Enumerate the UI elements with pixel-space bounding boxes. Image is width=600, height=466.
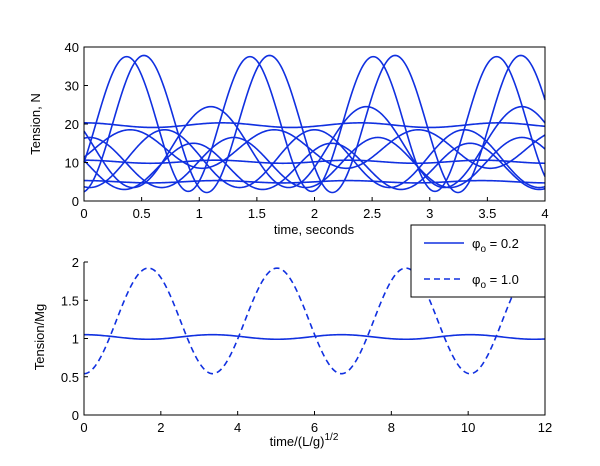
top-y-tick-label: 20 — [65, 117, 79, 132]
top-y-tick-label: 0 — [72, 194, 79, 209]
top-x-tick-label: 4 — [541, 206, 548, 221]
top-y-tick-label: 40 — [65, 40, 79, 55]
top-series-line-10 — [83, 142, 546, 191]
top-x-tick-label: 2 — [311, 206, 318, 221]
top-series-line-2 — [83, 179, 546, 184]
bottom-x-tick-label: 10 — [461, 420, 475, 435]
bottom-y-tick-label: 1.5 — [61, 293, 79, 308]
top-y-tick-label: 10 — [65, 156, 79, 171]
bottom-y-axis-label: Tension/Mg — [32, 304, 47, 370]
bottom-chart: 0 2 4 6 8 10 12 0 0.5 1 1.5 2 time/(L/g)1/2 Tension… — [32, 224, 552, 449]
top-series-group — [83, 54, 546, 194]
legend-box — [410, 224, 546, 298]
top-series-line-6 — [83, 105, 546, 189]
top-x-axis-label: time, seconds — [274, 222, 355, 237]
bottom-x-tick-label: 2 — [157, 420, 164, 435]
top-x-tick-label: 3 — [426, 206, 433, 221]
bottom-y-tick-label: 0.5 — [61, 370, 79, 385]
bottom-x-tick-label: 0 — [80, 420, 87, 435]
top-x-tick-label: 2.5 — [363, 206, 381, 221]
top-y-tick-label: 30 — [65, 79, 79, 94]
bottom-y-tick-label: 1 — [72, 332, 79, 347]
bottom-x-tick-label: 8 — [388, 420, 395, 435]
top-x-tick-label: 0 — [80, 206, 87, 221]
top-y-axis-label: Tension, N — [28, 93, 43, 154]
top-series-line-4 — [83, 128, 546, 170]
top-series-line-8 — [83, 54, 546, 194]
bottom-x-tick-label: 4 — [234, 420, 241, 435]
bottom-series-group — [83, 267, 546, 375]
bottom-series-line-2 — [83, 267, 546, 375]
bottom-x-axis-label: time/(L/g)1/2 — [270, 432, 339, 449]
bottom-y-tick-label: 0 — [72, 408, 79, 423]
legend-entry-solid: φo = 0.2 — [472, 236, 519, 255]
top-series-line-1 — [84, 159, 546, 165]
bottom-x-tick-label: 12 — [538, 420, 552, 435]
bottom-x-tick-label: 6 — [311, 420, 318, 435]
legend: φo = 0.2 φo = 1.0 — [410, 224, 546, 298]
top-x-tick-label: 1 — [196, 206, 203, 221]
top-x-tick-label: 1.5 — [248, 206, 266, 221]
bottom-y-tick-label: 2 — [72, 255, 79, 270]
top-x-tick-label: 0.5 — [133, 206, 151, 221]
top-series-line-7 — [83, 55, 546, 193]
bottom-ticks: 0 2 4 6 8 10 12 0 0.5 1 1.5 2 — [61, 255, 552, 435]
top-series-line-5 — [83, 128, 546, 189]
top-x-tick-label: 3.5 — [478, 206, 496, 221]
top-series-line-3 — [83, 122, 546, 129]
legend-entry-dashed: φo = 1.0 — [472, 272, 519, 291]
top-series-line-9 — [83, 136, 546, 189]
